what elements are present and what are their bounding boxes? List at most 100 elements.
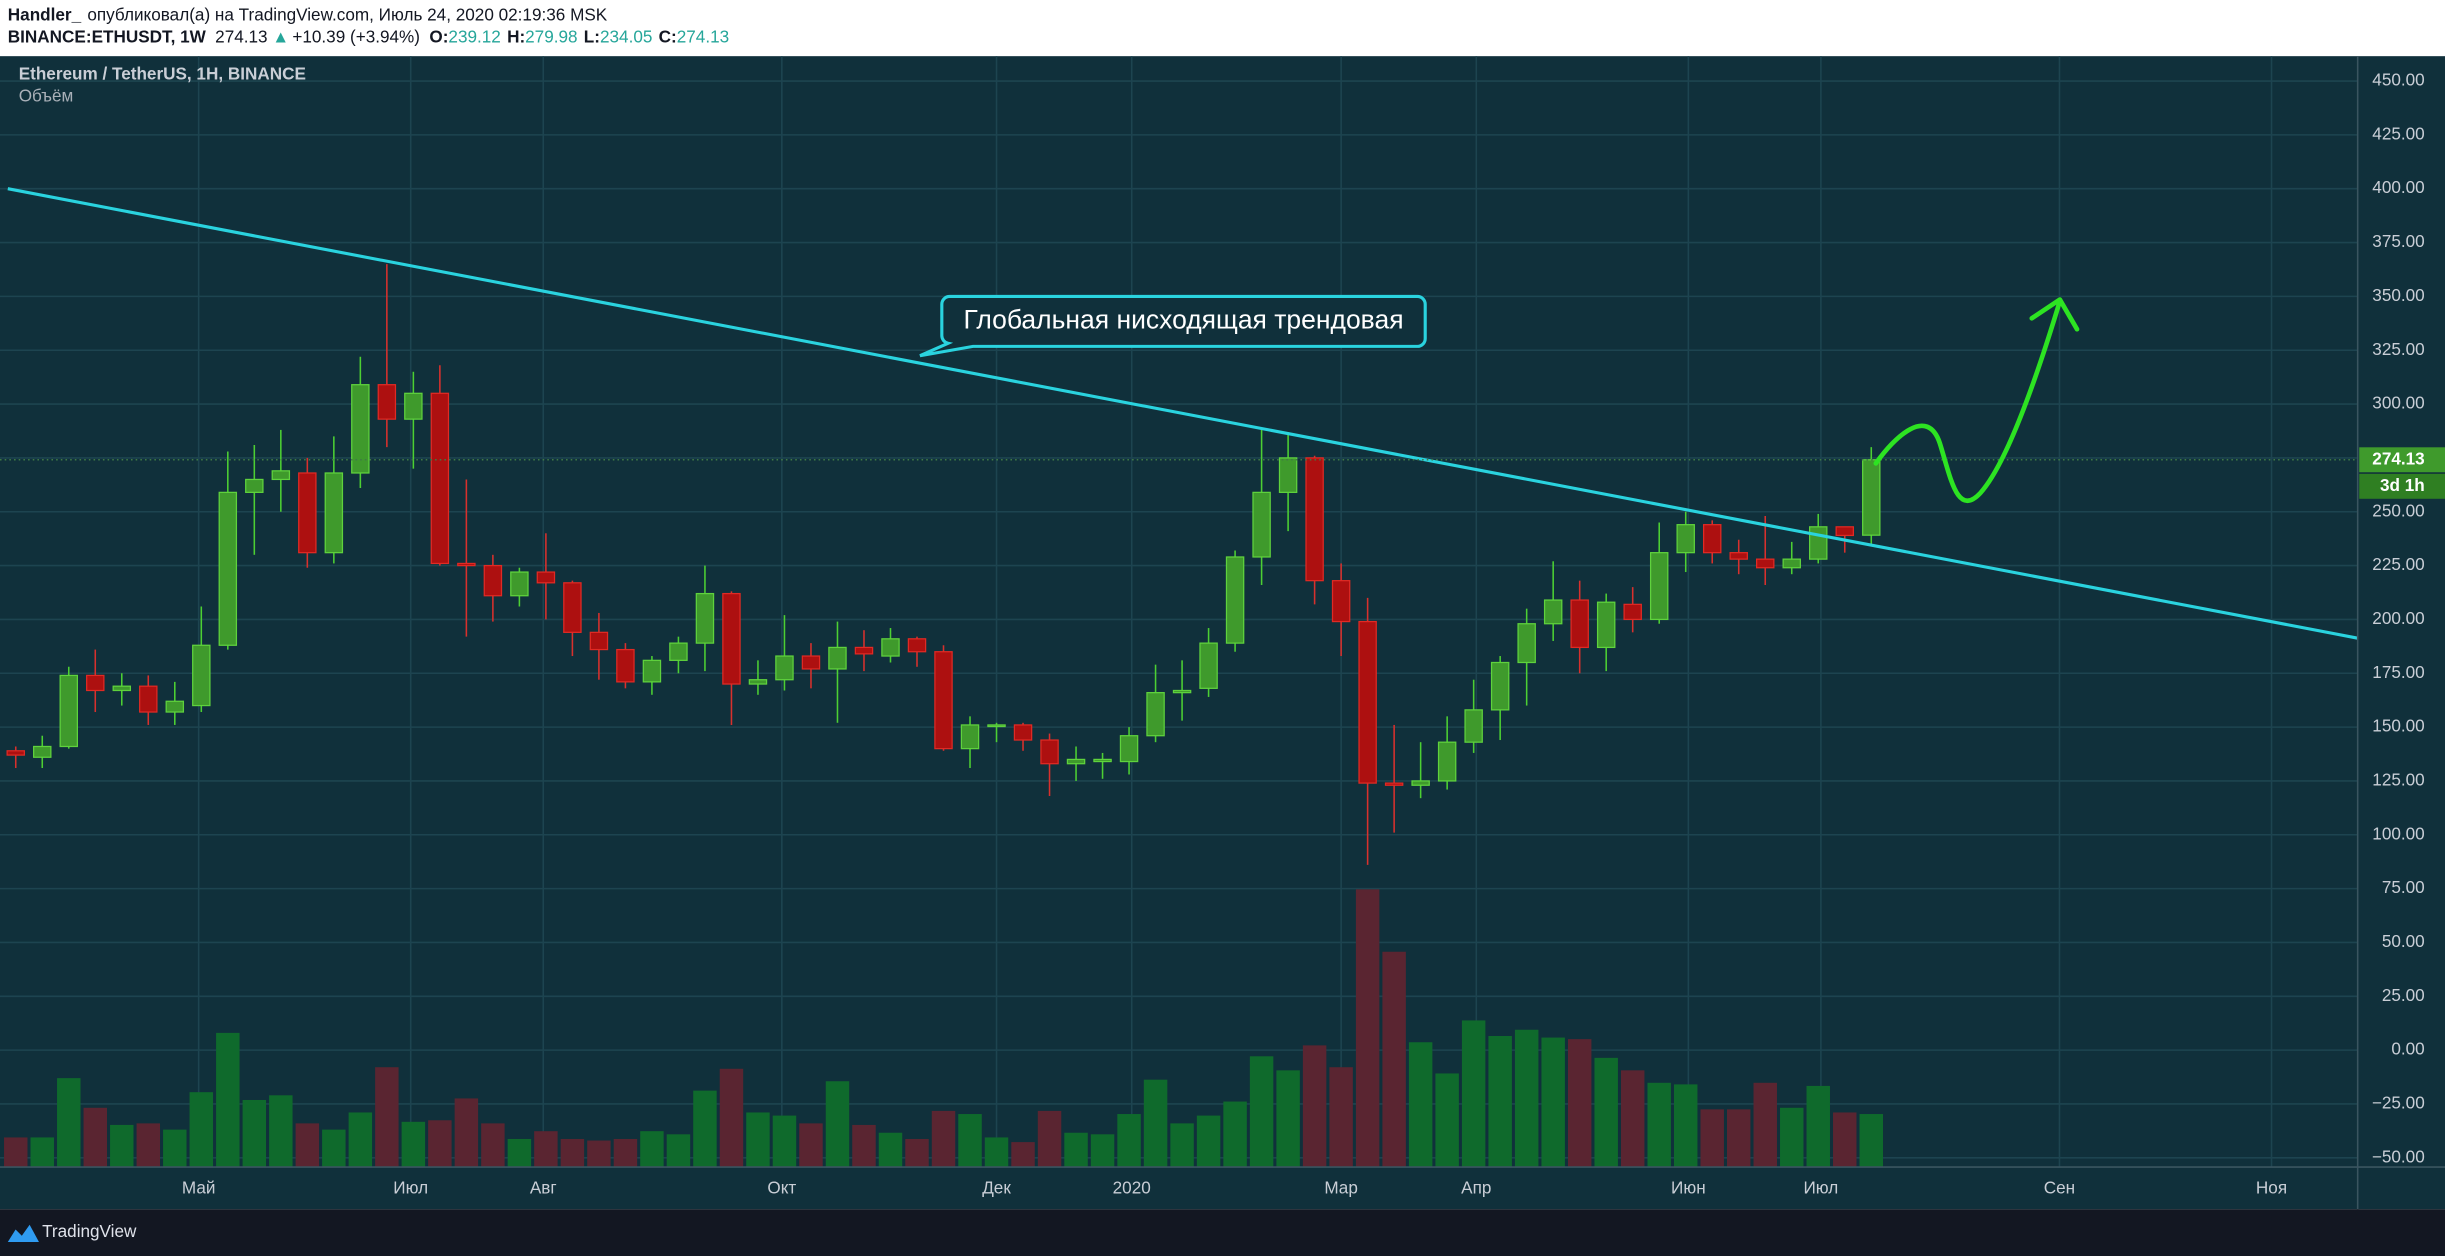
o-label: O: (429, 26, 448, 46)
candle-body (59, 674, 79, 748)
callout-box (919, 294, 1427, 358)
volume-bar (136, 1123, 161, 1168)
candle-body (616, 648, 635, 683)
candle-body (907, 638, 927, 653)
volume-bar (428, 1120, 452, 1168)
x-tick-label: Апр (1461, 1177, 1491, 1197)
y-tick-label: 100.00 (2372, 823, 2424, 843)
volume-bar (163, 1129, 187, 1168)
volume (4, 889, 1884, 1168)
candle-body (775, 655, 794, 681)
candle-body (351, 384, 370, 474)
candle-body (1782, 558, 1801, 569)
candle-body (669, 642, 688, 661)
volume-bar (931, 1110, 956, 1168)
volume-bar (57, 1078, 81, 1168)
volume-bar (1090, 1134, 1115, 1168)
candle-body (1146, 692, 1165, 737)
candle-body (1119, 735, 1139, 763)
candle-body (112, 685, 132, 692)
volume-bar (1037, 1110, 1062, 1168)
candle-body (377, 384, 397, 420)
volume-bar (1726, 1109, 1751, 1168)
volume-bar (1249, 1056, 1274, 1168)
candle-body (695, 592, 715, 644)
candle-body (1013, 724, 1033, 741)
candle-body (1623, 603, 1642, 621)
volume-bar (216, 1032, 240, 1168)
candle-body (536, 571, 556, 584)
candle-body (1331, 580, 1351, 623)
candle-body (563, 582, 582, 633)
candle-body (801, 655, 821, 670)
candle-body (1252, 491, 1271, 558)
candle-body (404, 392, 423, 420)
y-tick-label: 200.00 (2372, 608, 2424, 628)
volume-bar (1514, 1029, 1539, 1168)
volume-bar (507, 1138, 532, 1168)
volume-bar (1461, 1020, 1486, 1168)
volume-bar (375, 1067, 399, 1168)
candle-body (1809, 526, 1828, 560)
candle-body (642, 659, 662, 683)
candle-body (1093, 758, 1112, 763)
candle-body (1676, 524, 1695, 554)
x-tick-label: Окт (767, 1177, 796, 1197)
candle-body (1305, 457, 1324, 582)
y-tick-label: −50.00 (2372, 1146, 2425, 1166)
y-tick-label: −25.00 (2372, 1092, 2425, 1112)
volume-bar (746, 1112, 770, 1168)
volume-bar (1541, 1037, 1565, 1168)
volume-bar (1647, 1082, 1671, 1168)
volume-bar (1833, 1112, 1857, 1168)
volume-bar (984, 1137, 1009, 1168)
candle-body (828, 646, 847, 670)
c-label: C: (659, 26, 677, 46)
volume-bar (110, 1124, 134, 1168)
volume-bar (189, 1092, 214, 1168)
y-tick-label: 125.00 (2372, 769, 2424, 789)
candle-body (1066, 758, 1086, 765)
candle-body (1278, 457, 1298, 493)
candle-body (987, 724, 1006, 728)
candle-body (1755, 558, 1775, 569)
candle-body (218, 491, 238, 646)
candle-body (6, 750, 25, 756)
candle-body (1384, 782, 1404, 786)
volume-bar (1143, 1079, 1168, 1168)
volume-bar (1700, 1109, 1724, 1168)
candle-body (245, 478, 264, 493)
volume-bar (1859, 1114, 1884, 1168)
x-tick-label: Ноя (2256, 1177, 2287, 1197)
candle-body (1225, 556, 1245, 644)
y-tick-label: 350.00 (2372, 285, 2424, 305)
y-tick-label: 450.00 (2372, 70, 2424, 90)
candle-body (86, 674, 105, 692)
candle-body (430, 392, 450, 565)
volume-bar (1064, 1132, 1088, 1168)
volume-bar (772, 1115, 797, 1168)
price-tag (2359, 447, 2445, 473)
y-tick-label: 400.00 (2372, 177, 2424, 197)
volume-bar (719, 1068, 744, 1168)
volume-bar (1223, 1101, 1247, 1168)
footer-bg (0, 1209, 2445, 1256)
candle-body (1649, 552, 1669, 621)
candle-body (748, 679, 768, 685)
candle-body (271, 470, 291, 481)
candle-body (1729, 552, 1748, 560)
logo (7, 1224, 39, 1242)
candle-body (1835, 526, 1854, 537)
volume-bar (401, 1121, 426, 1168)
volume-bar (878, 1132, 903, 1168)
x-tick-label: 2020 (1113, 1177, 1151, 1197)
candle-body (1517, 623, 1536, 664)
header-bg (0, 0, 2445, 57)
y-tick-label: 0.00 (2391, 1039, 2424, 1059)
volume-bar (1355, 889, 1380, 1168)
volume-bar (1408, 1042, 1433, 1168)
x-tick-label: Июл (1804, 1177, 1839, 1197)
candle-body (1464, 709, 1483, 743)
symbol-line: BINANCE:ETHUSDT, 1W 274.13 ▲ +10.39 (+3.94%… (8, 26, 729, 46)
volume-bar (1382, 951, 1406, 1168)
